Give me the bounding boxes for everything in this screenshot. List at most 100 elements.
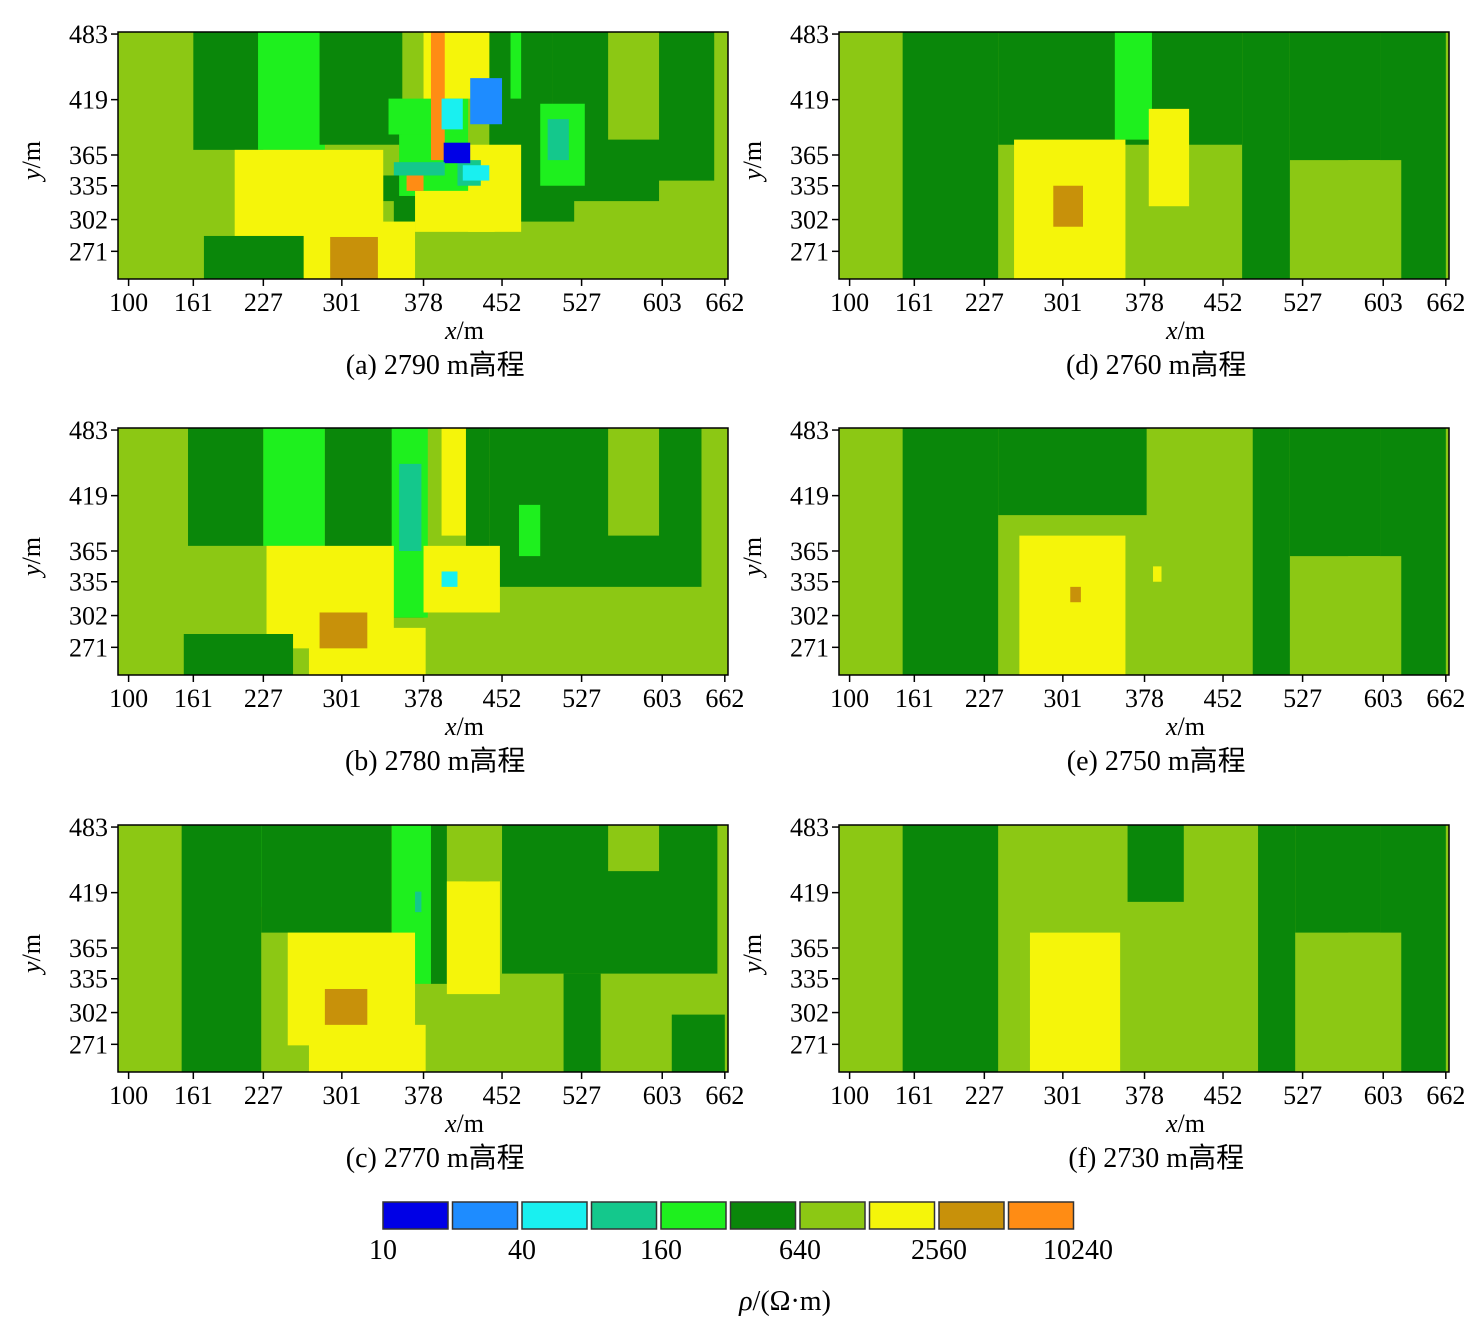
colorbar-swatch bbox=[938, 1201, 1005, 1230]
heatmap-cell bbox=[399, 463, 422, 551]
panel-caption: (f) 2730 m高程 bbox=[1068, 1142, 1244, 1174]
y-tick-label: 302 bbox=[69, 999, 108, 1028]
y-tick-label: 483 bbox=[69, 20, 108, 49]
y-tick-label: 302 bbox=[790, 999, 829, 1028]
panel-caption: (a) 2790 m高程 bbox=[346, 349, 525, 381]
y-axis-unit: /m bbox=[17, 934, 46, 961]
heatmap-cell bbox=[181, 825, 262, 1072]
x-tick-label: 100 bbox=[109, 1081, 148, 1110]
y-tick-label: 335 bbox=[790, 172, 829, 201]
x-tick-label: 227 bbox=[965, 684, 1004, 713]
x-tick-label: 527 bbox=[1283, 684, 1322, 713]
heatmap-cell bbox=[423, 545, 500, 613]
colorbar-label: 10240 bbox=[1043, 1235, 1113, 1266]
x-tick-label: 100 bbox=[109, 684, 148, 713]
x-tick-label: 662 bbox=[705, 684, 744, 713]
y-axis-symbol: y bbox=[17, 961, 46, 976]
colorbar-label: 10 bbox=[369, 1235, 397, 1266]
heatmap-cell bbox=[465, 825, 490, 882]
x-tick-label: 100 bbox=[109, 288, 148, 317]
panel-caption: (c) 2770 m高程 bbox=[346, 1142, 525, 1174]
heatmap-cell bbox=[319, 612, 368, 649]
heatmap-cell bbox=[324, 428, 394, 551]
y-tick-label: 483 bbox=[790, 416, 829, 445]
heatmap-cell bbox=[393, 162, 445, 176]
heatmap-cell bbox=[443, 142, 471, 164]
heatmap-cell bbox=[1019, 535, 1126, 675]
heatmap-cell bbox=[547, 119, 569, 161]
x-axis-unit: /m bbox=[457, 712, 484, 741]
x-tick-label: 301 bbox=[1043, 288, 1082, 317]
y-tick-label: 271 bbox=[69, 237, 108, 266]
colorbar-label: 2560 bbox=[911, 1235, 967, 1266]
x-tick-label: 100 bbox=[830, 288, 869, 317]
x-tick-label: 452 bbox=[483, 1081, 522, 1110]
colorbar-label: 160 bbox=[640, 1235, 682, 1266]
y-tick-label: 271 bbox=[790, 1030, 829, 1059]
colorbar-swatch bbox=[382, 1201, 449, 1230]
heatmap-cell bbox=[1258, 825, 1296, 1072]
heatmap-area bbox=[118, 32, 728, 279]
y-axis-symbol: y bbox=[738, 168, 767, 183]
x-tick-label: 161 bbox=[174, 288, 213, 317]
x-tick-label: 378 bbox=[1125, 684, 1164, 713]
x-tick-label: 227 bbox=[244, 684, 283, 713]
heatmap-cell bbox=[1289, 32, 1381, 161]
heatmap-cell bbox=[470, 78, 503, 125]
heatmap-cell bbox=[441, 98, 463, 130]
heatmap-cell bbox=[261, 825, 392, 933]
heatmap-cell bbox=[330, 236, 378, 279]
heatmap-area bbox=[118, 428, 728, 675]
heatmap-cell bbox=[519, 504, 541, 557]
x-tick-label: 662 bbox=[1426, 684, 1465, 713]
y-tick-label: 483 bbox=[69, 813, 108, 842]
heatmap-area bbox=[839, 428, 1449, 675]
x-tick-label: 227 bbox=[244, 1081, 283, 1110]
panel-caption: (e) 2750 m高程 bbox=[1067, 745, 1246, 777]
y-tick-label: 419 bbox=[69, 482, 108, 511]
heatmap-cell bbox=[308, 1024, 426, 1072]
y-tick-label: 271 bbox=[69, 1030, 108, 1059]
y-axis-title: y/m bbox=[738, 141, 767, 183]
heatmap-cell bbox=[462, 165, 490, 181]
y-tick-label: 335 bbox=[69, 568, 108, 597]
y-tick-label: 302 bbox=[790, 602, 829, 631]
colorbar-label: 640 bbox=[779, 1235, 821, 1266]
colorbar-swatch bbox=[1007, 1201, 1075, 1230]
x-tick-label: 378 bbox=[404, 684, 443, 713]
heatmap-cell bbox=[563, 973, 601, 1072]
colorbar-swatch bbox=[729, 1201, 797, 1230]
x-tick-label: 662 bbox=[1426, 288, 1465, 317]
y-tick-label: 365 bbox=[69, 537, 108, 566]
x-tick-label: 161 bbox=[895, 288, 934, 317]
y-axis-title: y/m bbox=[738, 537, 767, 579]
y-tick-label: 365 bbox=[790, 934, 829, 963]
heatmap-cell bbox=[1148, 108, 1190, 207]
x-tick-label: 603 bbox=[1364, 288, 1403, 317]
x-axis-unit: /m bbox=[457, 1109, 484, 1138]
y-tick-label: 483 bbox=[69, 416, 108, 445]
heatmap-cell bbox=[1153, 566, 1162, 582]
colorbar-swatch bbox=[590, 1201, 658, 1230]
heatmap-cell bbox=[902, 825, 999, 1072]
x-tick-label: 301 bbox=[1043, 1081, 1082, 1110]
x-axis-symbol: x bbox=[1165, 1109, 1178, 1138]
heatmap-cell bbox=[608, 428, 660, 536]
x-tick-label: 452 bbox=[1204, 684, 1243, 713]
x-axis-title: x/m bbox=[444, 316, 484, 345]
x-tick-label: 527 bbox=[562, 288, 601, 317]
x-tick-label: 378 bbox=[404, 288, 443, 317]
heatmap-area bbox=[839, 32, 1449, 279]
x-tick-label: 301 bbox=[1043, 684, 1082, 713]
y-tick-label: 271 bbox=[790, 237, 829, 266]
heatmap-cell bbox=[441, 571, 458, 587]
x-tick-label: 527 bbox=[562, 684, 601, 713]
colorbar-swatch bbox=[799, 1201, 866, 1230]
x-axis-unit: /m bbox=[1178, 1109, 1205, 1138]
x-tick-label: 452 bbox=[483, 288, 522, 317]
colorbar: 10 40 160 640 2560 10240 ρ/(Ω·m) bbox=[369, 1201, 1113, 1317]
